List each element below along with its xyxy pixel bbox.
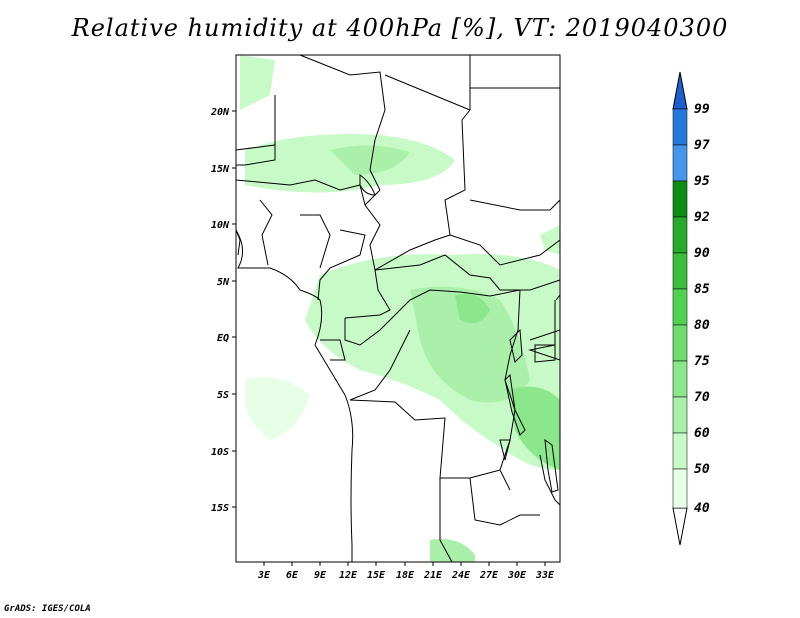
- colorbar-label-40: 40: [694, 501, 710, 516]
- humidity-patch-east-edge: [540, 225, 560, 255]
- colorbar-bin-60: [672, 432, 688, 470]
- humidity-field: [240, 55, 560, 562]
- border-sudan-east: [469, 199, 561, 211]
- lake-mweru: [499, 439, 511, 461]
- lon-label-15e: 15E: [367, 570, 386, 581]
- colorbar-bin-50: [672, 468, 688, 509]
- lat-label-5s: 5S: [217, 390, 229, 401]
- lake-malawi: [544, 438, 559, 493]
- colorbar-bin-75: [672, 360, 688, 398]
- border-sahara-4: [384, 74, 471, 111]
- lon-label-27e: 27E: [479, 570, 499, 581]
- border-zambia: [469, 477, 540, 526]
- colorbar-bin-99: [672, 108, 688, 146]
- country-borders: [235, 54, 561, 563]
- lat-label-15n: 15N: [211, 164, 230, 175]
- lat-label-10n: 10N: [211, 220, 230, 231]
- lon-label-9e: 9E: [314, 570, 327, 581]
- colorbar-label-50: 50: [694, 462, 710, 477]
- humidity-patch-southeast: [430, 539, 475, 562]
- border-drc-east: [499, 289, 521, 491]
- latitude-axis: 20N 15N 10N 5N EQ 5S 10S 15S: [210, 107, 236, 514]
- humidity-patch-sahel-core: [330, 145, 410, 175]
- colorbar-label-90: 90: [694, 246, 710, 261]
- border-sahara-1: [299, 54, 386, 271]
- lon-label-12e: 12E: [339, 570, 358, 581]
- lat-label-15s: 15S: [211, 503, 229, 514]
- humidity-patch-congo-core: [455, 294, 490, 324]
- colorbar-label-85: 85: [694, 282, 710, 297]
- colorbar-bin-85: [672, 288, 688, 326]
- lat-label-eq: EQ: [217, 333, 229, 344]
- lake-victoria: [534, 344, 556, 363]
- border-west-africa-3: [300, 214, 331, 269]
- humidity-patch-southwest: [245, 377, 310, 440]
- lat-label-20n: 20N: [210, 107, 230, 118]
- colorbar-label-60: 60: [694, 426, 710, 441]
- humidity-patch-north: [240, 55, 275, 110]
- colorbar-label-95: 95: [694, 174, 710, 189]
- lake-chad: [359, 174, 376, 196]
- colorbar-bin-90: [672, 252, 688, 290]
- colorbar-label-92: 92: [694, 210, 710, 225]
- border-congo-drc: [349, 329, 411, 401]
- colorbar-bin-95: [672, 180, 688, 218]
- colorbar: 99 97 95 92 90 85 80 75 70 60 50 40: [672, 71, 710, 546]
- colorbar-bin-80: [672, 324, 688, 362]
- border-car-cameroon: [344, 269, 391, 319]
- lakes: [235, 174, 559, 493]
- lake-tanganyika: [504, 373, 526, 436]
- colorbar-top-triangle: [672, 71, 688, 110]
- colorbar-label-75: 75: [694, 354, 710, 369]
- lon-label-33e: 33E: [535, 570, 555, 581]
- colorbar-bottom-triangle: [672, 507, 688, 546]
- border-sudan: [449, 234, 561, 266]
- border-nigeria: [317, 229, 366, 301]
- lon-label-18e: 18E: [396, 570, 415, 581]
- border-west-africa-1: [235, 179, 366, 206]
- colorbar-label-70: 70: [694, 390, 710, 405]
- lat-label-5n: 5N: [217, 277, 230, 288]
- colorbar-bin-92: [672, 216, 688, 254]
- plot-title: Relative humidity at 400hPa [%], VT: 201…: [71, 14, 729, 42]
- coastline-west: [235, 229, 354, 562]
- border-east: [528, 300, 561, 361]
- humidity-patch-lakes: [510, 386, 560, 470]
- colorbar-bin-70: [672, 396, 688, 434]
- grads-credit: GrADS: IGES/COLA: [4, 604, 91, 614]
- lon-label-24e: 24E: [451, 570, 471, 581]
- border-north-1: [235, 144, 276, 166]
- border-chad-car: [374, 254, 561, 291]
- lon-label-3e: 3E: [257, 570, 271, 581]
- lon-label-21e: 21E: [423, 570, 443, 581]
- colorbar-label-99: 99: [694, 102, 710, 117]
- lon-label-6e: 6E: [286, 570, 299, 581]
- border-congo: [344, 289, 521, 346]
- map-frame: [235, 54, 561, 563]
- colorbar-bin-97: [672, 144, 688, 182]
- humidity-patch-congo: [410, 286, 530, 403]
- lake-volta: [235, 229, 241, 256]
- lake-albert: [509, 328, 523, 363]
- border-mozambique: [539, 454, 561, 506]
- lat-label-10s: 10S: [211, 447, 229, 458]
- coastline-east-tip: [555, 294, 561, 301]
- lon-label-30e: 30E: [507, 570, 527, 581]
- colorbar-label-97: 97: [694, 138, 710, 153]
- border-angola: [439, 478, 453, 563]
- border-west-africa-2: [259, 199, 273, 266]
- colorbar-label-80: 80: [694, 318, 710, 333]
- longitude-axis: 3E 6E 9E 12E 15E 18E 21E 24E 27E 30E 33E: [257, 562, 555, 581]
- border-gabon: [320, 339, 346, 361]
- border-sahara-2: [374, 55, 471, 271]
